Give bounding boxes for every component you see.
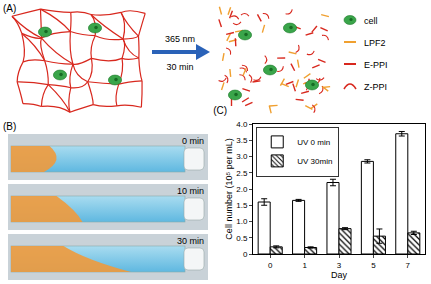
svg-text:E-PPI: E-PPI [364,60,388,70]
svg-text:UV 30min: UV 30min [297,157,332,166]
svg-text:(C): (C) [213,105,227,116]
svg-text:Cell number (10⁵ per mL): Cell number (10⁵ per mL) [224,138,234,239]
svg-text:cell: cell [364,16,378,26]
svg-text:1.5: 1.5 [236,201,248,210]
svg-text:7: 7 [406,261,411,270]
svg-text:(A): (A) [3,3,16,14]
svg-text:2.0: 2.0 [236,185,248,194]
svg-text:5: 5 [371,261,376,270]
svg-text:0: 0 [243,250,248,259]
svg-text:30 min: 30 min [177,236,204,246]
svg-text:30 min: 30 min [166,62,193,72]
svg-text:2.5: 2.5 [236,169,248,178]
svg-text:10 min: 10 min [177,186,204,196]
svg-text:1.0: 1.0 [236,217,248,226]
svg-text:365 nm: 365 nm [165,34,195,44]
svg-text:4.0: 4.0 [236,120,248,129]
svg-text:0: 0 [268,261,273,270]
svg-text:1: 1 [302,261,307,270]
svg-text:0.5: 0.5 [236,234,248,243]
svg-text:3.5: 3.5 [236,136,248,145]
svg-text:UV 0 min: UV 0 min [297,138,330,147]
svg-text:3: 3 [337,261,342,270]
svg-text:0 min: 0 min [182,136,204,146]
svg-text:3.0: 3.0 [236,152,248,161]
svg-text:(B): (B) [3,121,16,132]
svg-text:Z-PPI: Z-PPI [364,82,387,92]
svg-text:Day: Day [331,270,348,280]
svg-text:LPF2: LPF2 [364,38,386,48]
